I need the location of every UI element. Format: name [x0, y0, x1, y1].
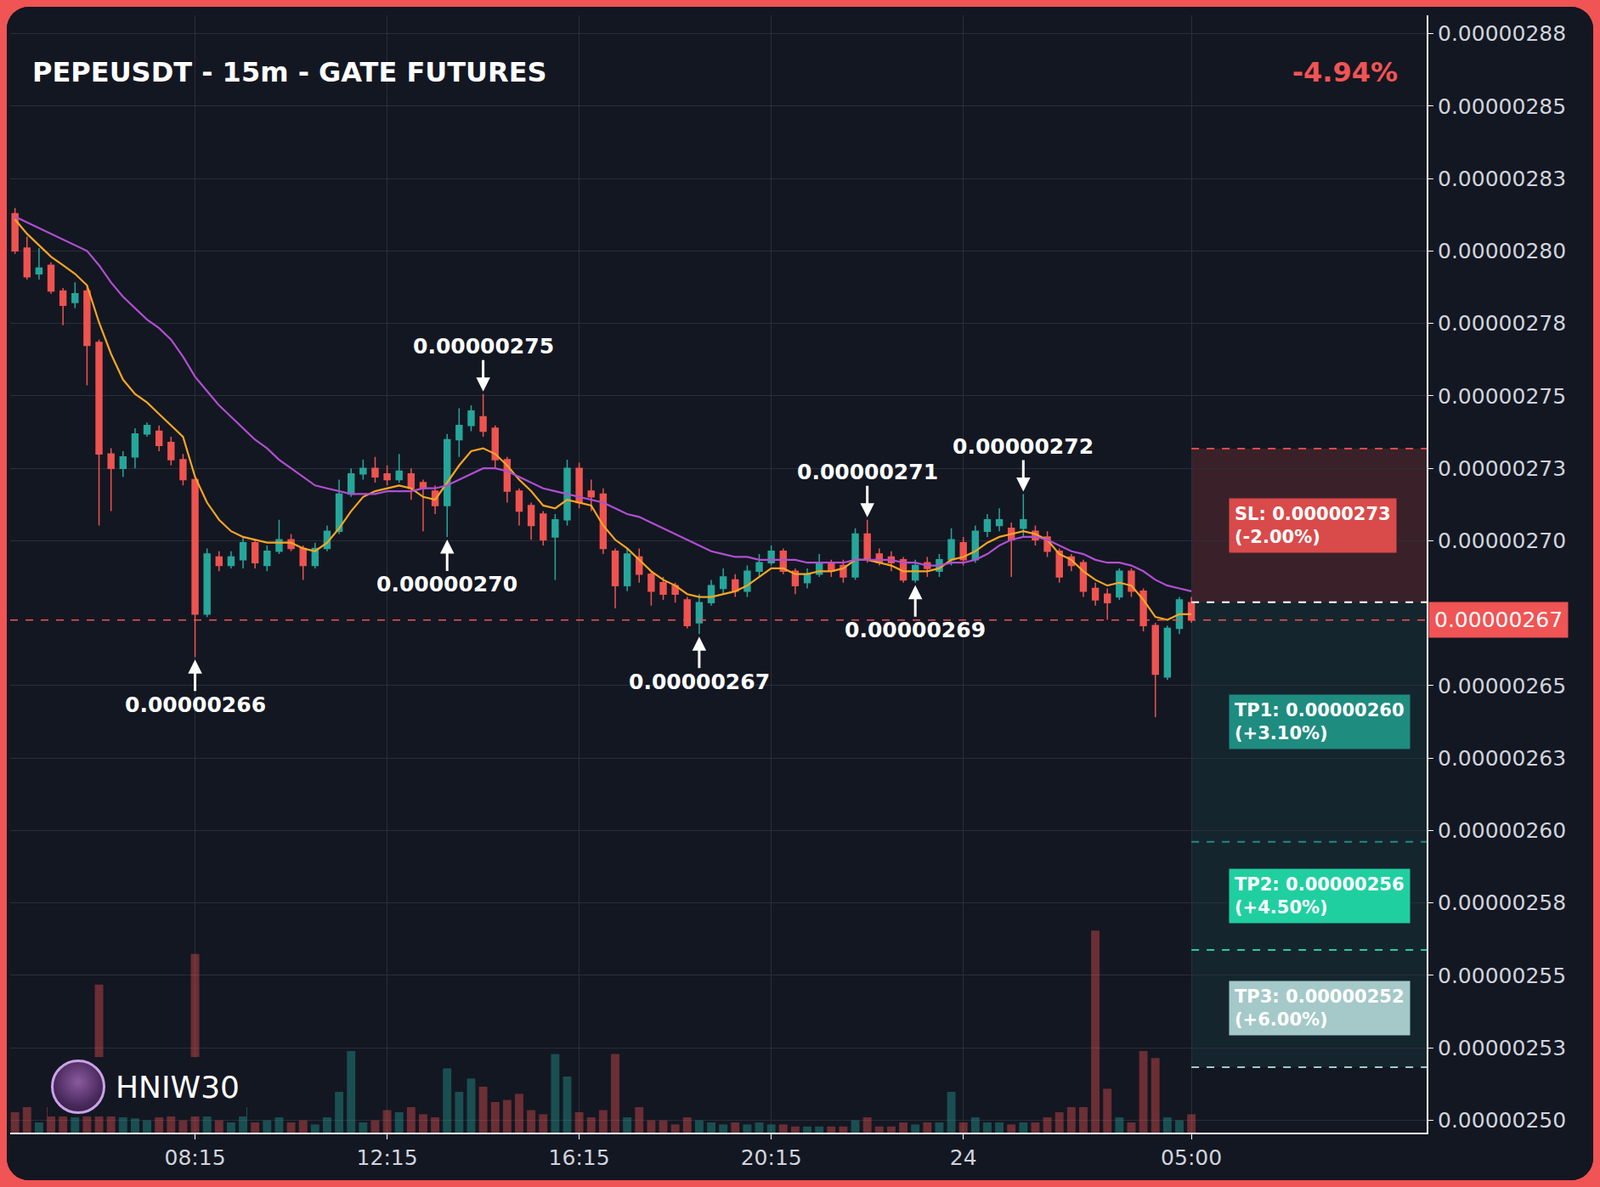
- svg-text:0.00000253: 0.00000253: [1437, 1035, 1567, 1061]
- svg-text:12:15: 12:15: [356, 1145, 419, 1171]
- svg-text:08:15: 08:15: [164, 1145, 227, 1171]
- svg-text:0.00000270: 0.00000270: [376, 571, 518, 597]
- html-text:PEPEUSDT - 15m - GATE FUTURES: PEPEUSDT - 15m - GATE FUTURES: [32, 56, 547, 89]
- svg-text:0.00000273: 0.00000273: [1437, 456, 1567, 481]
- svg-text:0.00000283: 0.00000283: [1437, 166, 1567, 192]
- svg-text:05:00: 05:00: [1160, 1145, 1222, 1171]
- svg-text:0.00000285: 0.00000285: [1437, 94, 1567, 119]
- html-text:HNIW30: HNIW30: [115, 1069, 240, 1105]
- svg-text:0.00000272: 0.00000272: [952, 434, 1094, 459]
- svg-text:SL: 0.00000273(-2.00%): SL: 0.00000273(-2.00%): [1234, 503, 1391, 548]
- svg-text:0.00000275: 0.00000275: [412, 333, 555, 359]
- svg-text:0.00000267: 0.00000267: [628, 669, 770, 695]
- svg-text:0.00000267: 0.00000267: [1434, 607, 1563, 633]
- svg-text:0.00000271: 0.00000271: [797, 459, 939, 485]
- svg-text:0.00000258: 0.00000258: [1437, 890, 1567, 916]
- svg-text:16:15: 16:15: [548, 1145, 611, 1171]
- svg-text:0.00000269: 0.00000269: [844, 617, 986, 643]
- svg-text:0.00000275: 0.00000275: [1437, 384, 1567, 409]
- svg-text:0.00000278: 0.00000278: [1437, 310, 1567, 336]
- svg-text:TP3: 0.00000252(+6.00%): TP3: 0.00000252(+6.00%): [1234, 986, 1405, 1030]
- svg-text:0.00000266: 0.00000266: [124, 692, 266, 718]
- svg-text:TP2: 0.00000256(+4.50%): TP2: 0.00000256(+4.50%): [1234, 874, 1405, 918]
- svg-text:TP1: 0.00000260(+3.10%): TP1: 0.00000260(+3.10%): [1234, 700, 1405, 744]
- svg-text:0.00000250: 0.00000250: [1437, 1108, 1567, 1133]
- svg-text:0.00000255: 0.00000255: [1437, 963, 1567, 989]
- svg-text:0.00000280: 0.00000280: [1437, 238, 1567, 264]
- svg-text:24: 24: [949, 1145, 978, 1171]
- svg-text:0.00000260: 0.00000260: [1437, 818, 1567, 843]
- svg-text:0.00000263: 0.00000263: [1437, 746, 1567, 771]
- svg-text:0.00000265: 0.00000265: [1437, 673, 1567, 699]
- svg-text:20:15: 20:15: [740, 1145, 803, 1171]
- html-text:-4.94%: -4.94%: [1292, 56, 1398, 89]
- svg-text:0.00000288: 0.00000288: [1437, 21, 1567, 46]
- svg-text:0.00000270: 0.00000270: [1437, 528, 1567, 554]
